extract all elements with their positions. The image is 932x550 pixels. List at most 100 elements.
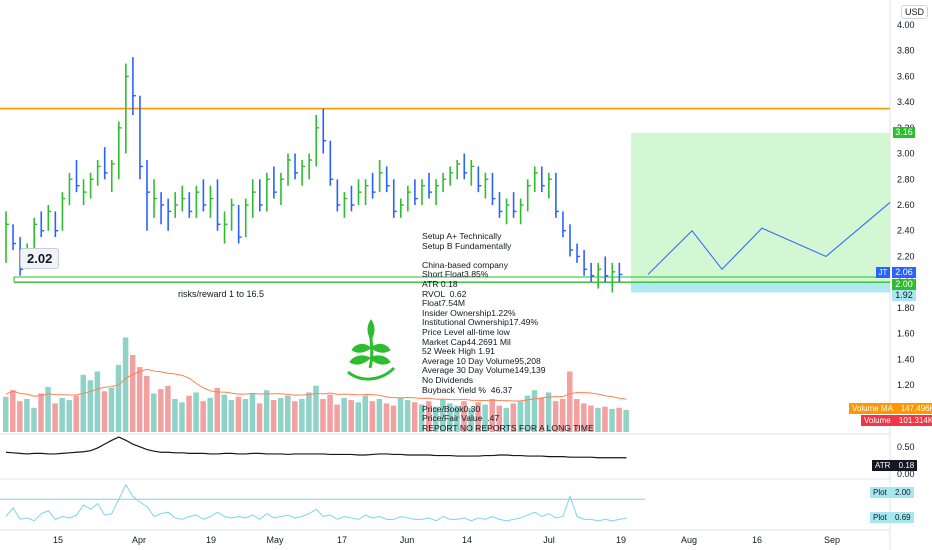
note-line: Price/Fair Value .47	[422, 413, 500, 424]
volume-bar	[588, 405, 594, 432]
volume-bar	[313, 385, 319, 432]
note-line: Insider Ownership1.22%	[422, 307, 516, 318]
volume-bar	[362, 395, 369, 432]
note-line: Market Cap44.2691 Mil	[422, 336, 511, 347]
volume-bar	[285, 395, 291, 432]
volume-bar	[73, 395, 79, 432]
volume-bar	[440, 399, 446, 432]
volume-bar	[503, 407, 510, 432]
volume-bar	[228, 400, 235, 432]
atr-name: ATR	[875, 461, 891, 470]
volume-bar	[468, 407, 474, 432]
x-tick-label: Jun	[400, 535, 415, 545]
volume-ma-label: Volume MA 147.496K	[849, 403, 932, 414]
volume-bar	[524, 395, 531, 432]
box-price-label: 2.02	[20, 248, 60, 269]
volume-bar	[355, 402, 361, 432]
volume-bar	[390, 405, 397, 432]
volume-bar	[59, 397, 65, 432]
volume-label: Volume 101.314K	[861, 415, 932, 426]
atr-label: ATR 0.18	[872, 460, 918, 471]
price-tick-label: 2.60	[897, 200, 915, 210]
volume-bar	[348, 400, 354, 432]
plot-2-name: Plot	[873, 513, 887, 522]
volume-bar	[151, 393, 157, 432]
volume-bar	[263, 390, 270, 432]
volume-bar	[327, 394, 333, 432]
volume-bar	[574, 399, 580, 432]
price-tick-label: 3.40	[897, 97, 915, 107]
currency-label[interactable]: USD	[901, 5, 929, 19]
note-line: China-based company	[422, 259, 508, 270]
volume-bar	[235, 396, 242, 432]
volume-value: 101.314K	[898, 416, 932, 425]
volume-bar	[129, 355, 136, 432]
setup-notes: Setup A+ Technically Setup B Fundamentall…	[422, 231, 594, 433]
x-tick-label: May	[266, 535, 284, 545]
atr-value: 0.18	[898, 461, 915, 470]
price-tick-label: 1.60	[897, 329, 915, 339]
volume-bar	[510, 403, 517, 432]
x-tick-label: 19	[616, 535, 626, 545]
volume-bar	[242, 399, 249, 432]
x-tick-label: Apr	[132, 535, 146, 545]
volume-bar	[552, 401, 559, 432]
volume-bar	[144, 375, 150, 432]
volume-bar	[341, 397, 347, 432]
volume-bar	[277, 397, 284, 432]
volume-bar	[108, 388, 115, 432]
volume-bar	[454, 405, 460, 432]
plot-label-2: Plot 0.69	[870, 512, 914, 523]
note-line: Price Level all-time low	[422, 326, 510, 337]
volume-bar	[602, 406, 608, 432]
volume-bar	[623, 410, 629, 432]
volume-bar	[595, 407, 601, 432]
volume-name: Volume	[864, 416, 891, 425]
x-tick-label: Jul	[543, 535, 555, 545]
price-tick-label: 1.40	[897, 354, 915, 364]
volume-bar	[66, 400, 72, 432]
volume-bar	[87, 380, 94, 432]
volume-bar	[80, 374, 87, 432]
note-line: Buyback Yield % 46.37	[422, 384, 513, 395]
plot-1-name: Plot	[873, 488, 887, 497]
jt-symbol-label: JT	[876, 267, 890, 278]
profit-zone	[631, 133, 890, 283]
volume-bar	[292, 401, 298, 432]
price-tick-label: 1.20	[897, 380, 915, 390]
volume-bar	[496, 405, 502, 432]
atr-line	[5, 436, 627, 459]
risk-reward-text: risks/reward 1 to 16.5	[178, 289, 265, 299]
volume-bar	[299, 399, 305, 432]
volume-bar	[559, 399, 566, 432]
price-tick-label: 2.40	[897, 226, 915, 236]
leaf-shape	[351, 343, 372, 353]
price-tick-label: 3.60	[897, 71, 915, 81]
volume-bar	[538, 397, 545, 432]
volume-bar	[369, 401, 376, 432]
x-tick-label: 17	[337, 535, 347, 545]
plot-label-1: Plot 2.00	[870, 487, 914, 498]
x-tick-label: 15	[53, 535, 63, 545]
target-price-label: 3.16	[893, 127, 915, 138]
volume-bar	[433, 406, 439, 432]
note-line: 52 Week High 1.91	[422, 346, 495, 357]
projection-path	[647, 202, 891, 275]
volume-bar	[426, 401, 432, 432]
leaf-shape	[367, 319, 375, 342]
leaf-shape	[370, 343, 391, 353]
plot-1-value: 2.00	[895, 488, 911, 497]
x-tick-label: Sep	[824, 535, 840, 545]
stop-price-label: 1.92	[892, 290, 916, 301]
volume-bar	[136, 367, 143, 432]
volume-bar	[306, 392, 312, 432]
note-line: RVOL 0.62	[422, 288, 467, 299]
volume-bar	[256, 403, 263, 432]
plot-line	[5, 483, 627, 522]
volume-bar	[172, 399, 178, 432]
volume-ma-line	[5, 368, 627, 402]
last-price-label: 2.06	[892, 267, 916, 278]
note-line: REPORT NO REPORTS FOR A LONG TIME	[422, 422, 594, 433]
volume-bar	[320, 399, 326, 432]
